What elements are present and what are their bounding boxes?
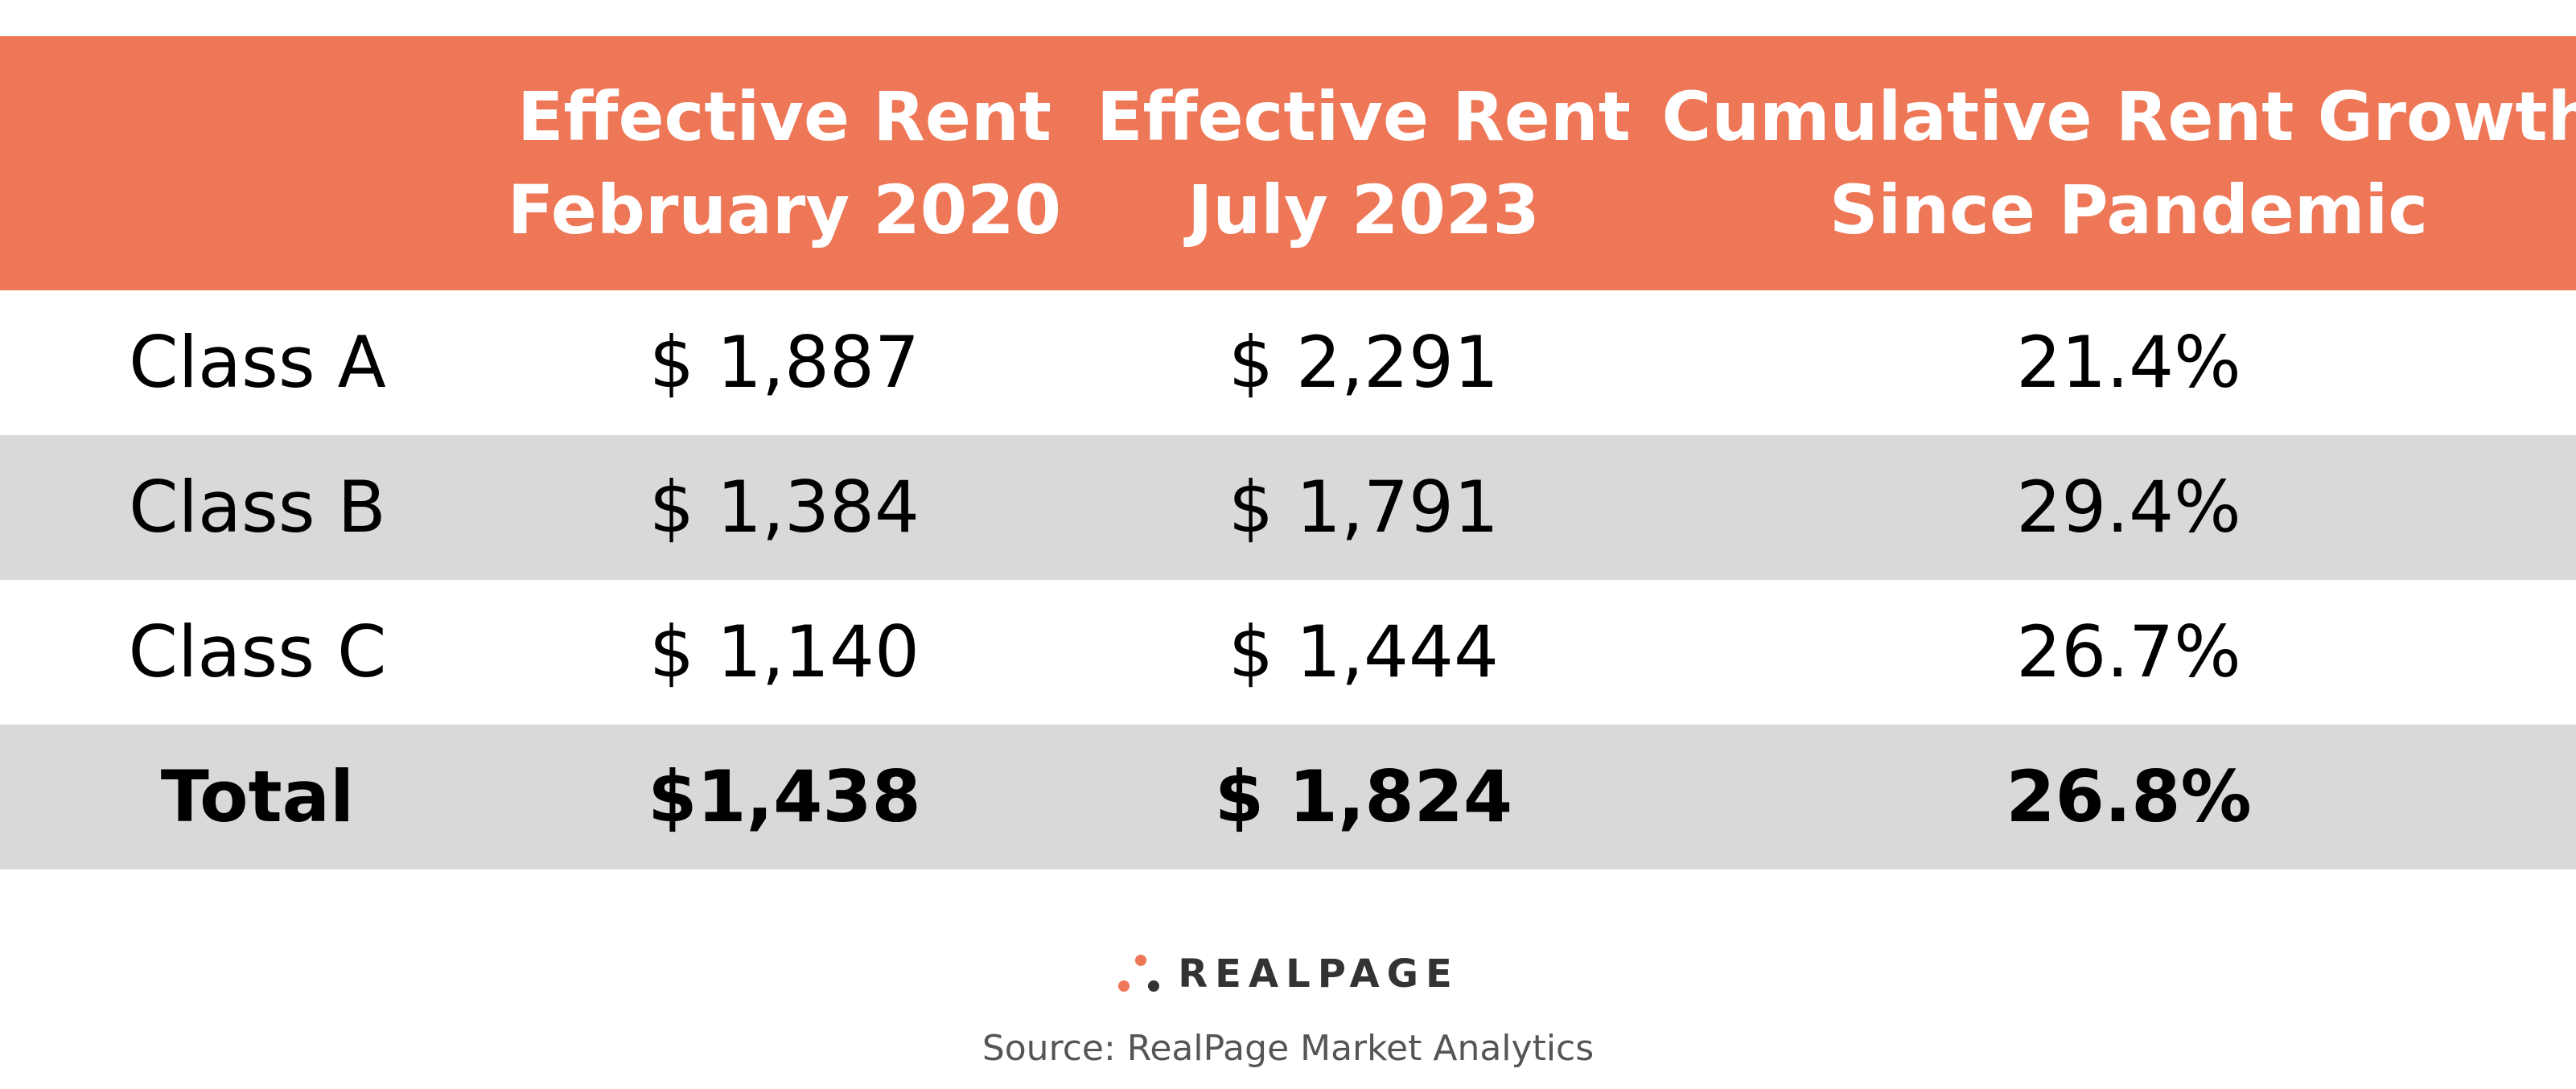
row-label: Class B: [129, 466, 386, 549]
header-cell: Effective Rent July 2023: [1054, 36, 1673, 290]
header-line: Effective Rent: [517, 77, 1051, 156]
table-cell: 26.7%: [2016, 610, 2241, 693]
table-cell: 26.8%: [2006, 755, 2252, 838]
table-cell: $ 1,140: [649, 610, 920, 693]
header-line: February 2020: [507, 171, 1062, 249]
table-row: Class C $ 1,140 $ 1,444 26.7%: [0, 580, 2576, 725]
source-note: Source: RealPage Market Analytics: [981, 1028, 1595, 1069]
table-row: Class B $ 1,384 $ 1,791 29.4%: [0, 435, 2576, 580]
table-cell: $ 1,444: [1228, 610, 1499, 693]
table-cell: 21.4%: [2016, 321, 2241, 404]
table-cell: $ 1,887: [649, 321, 920, 404]
header-cell: Effective Rent February 2020: [508, 36, 1061, 290]
table-cell: $ 2,291: [1228, 321, 1499, 404]
table-row: Total $1,438 $ 1,824 26.8%: [0, 725, 2576, 869]
table-cell: $ 1,791: [1228, 466, 1499, 549]
row-label: Class A: [129, 321, 386, 404]
logo: REALPAGE: [0, 946, 2576, 1002]
header-cell: Cumulative Rent Growth Since Pandemic: [1662, 36, 2576, 290]
header-line: Since Pandemic: [1829, 171, 2429, 249]
header-line: Cumulative Rent Growth: [1661, 77, 2576, 156]
header-line: July 2023: [1187, 171, 1540, 249]
header-line: Effective Rent: [1097, 77, 1631, 156]
table-cell: $ 1,384: [649, 466, 920, 549]
table-cell: $ 1,824: [1214, 755, 1513, 838]
table-cell: 29.4%: [2016, 466, 2241, 549]
table-header: Effective Rent February 2020 Effective Ren…: [0, 36, 2576, 290]
table-cell: $1,438: [648, 755, 921, 838]
row-label: Total: [160, 755, 355, 838]
logo-text: REALPAGE: [1178, 951, 1459, 997]
row-label: Class C: [128, 610, 387, 693]
table-row: Class A $ 1,887 $ 2,291 21.4%: [0, 290, 2576, 435]
logo-dots: [1118, 955, 1160, 992]
